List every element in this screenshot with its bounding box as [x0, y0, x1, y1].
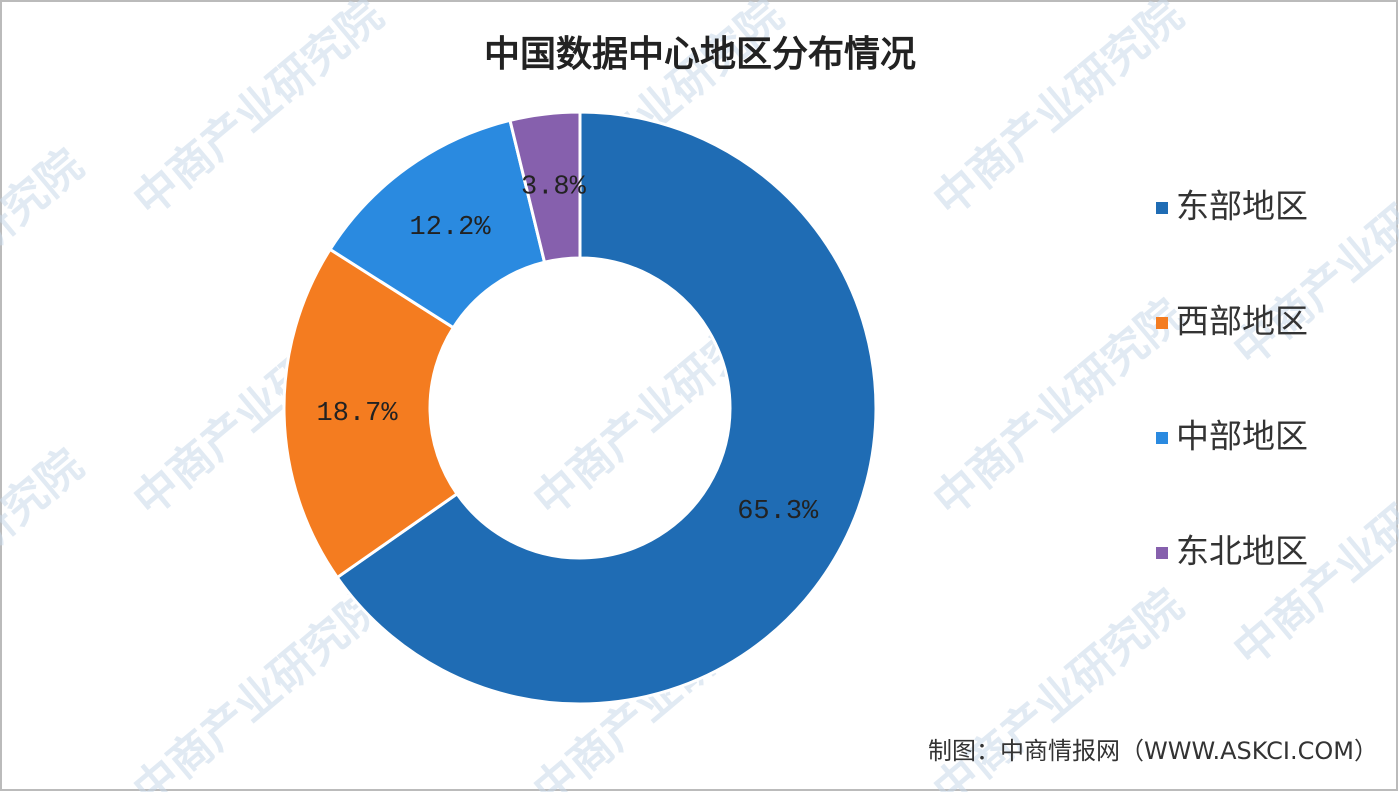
data-label: 3.8% [521, 173, 587, 203]
donut: 65.3% 18.7% 12.2% 3.8% [282, 110, 878, 706]
legend-label: 中部地区 [1176, 417, 1308, 456]
legend-label: 西部地区 [1176, 302, 1308, 341]
legend-swatch [1156, 202, 1168, 214]
donut-slice [335, 110, 878, 706]
legend-label: 东北地区 [1176, 532, 1308, 571]
data-label: 12.2% [410, 213, 492, 243]
data-label: 65.3% [737, 497, 819, 527]
legend-swatch [1156, 317, 1168, 329]
legend-label: 东部地区 [1176, 187, 1308, 226]
legend-swatch [1156, 547, 1168, 559]
donut-slice [508, 110, 582, 265]
data-label: 18.7% [317, 399, 399, 429]
donut-slice [282, 247, 460, 580]
chart-title: 中国数据中心地区分布情况 [484, 34, 916, 75]
source-note: 制图：中商情报网（WWW.ASKCI.COM） [928, 737, 1378, 765]
legend-swatch [1156, 432, 1168, 444]
